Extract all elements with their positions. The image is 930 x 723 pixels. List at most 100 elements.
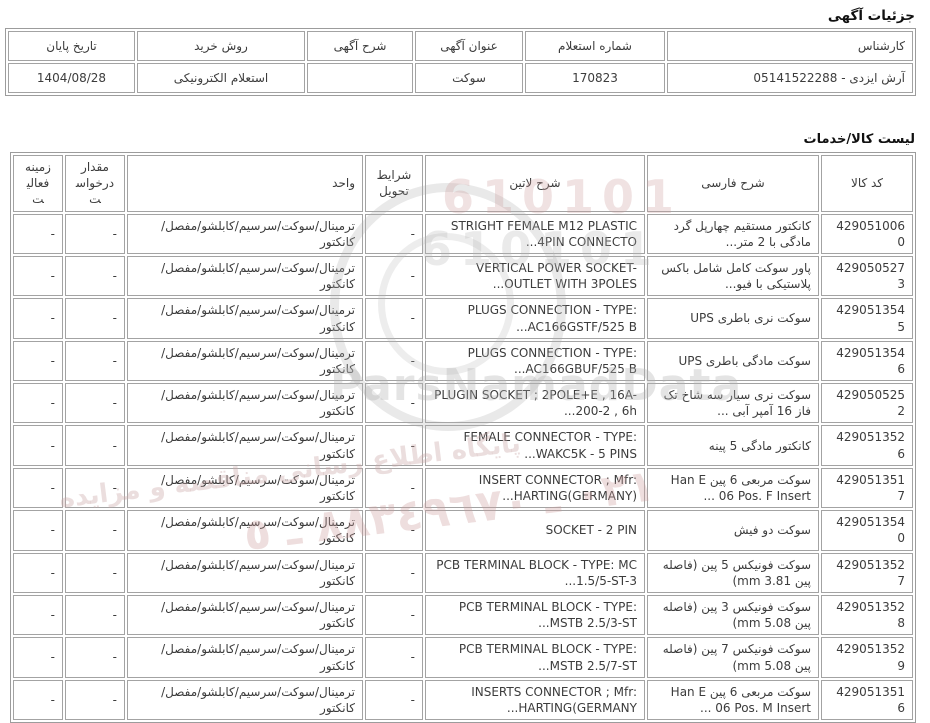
unit-cell: ترمینال/سوکت/سرسیم/کابلشو/مفصل/کانکتور — [127, 383, 363, 424]
table-row: 4290513545 سوکت نری باطری UPS PLUGS CONN… — [13, 298, 913, 339]
item-code-cell: 4290505252 — [821, 383, 913, 424]
activity-field-cell: - — [13, 340, 63, 382]
table-row: 4290513546 سوکت مادگی باطری UPS PLUGS CO… — [13, 340, 913, 382]
delivery-terms-cell: - — [365, 425, 423, 466]
requested-qty-cell: - — [65, 637, 125, 678]
item-code-cell: 4290513526 — [821, 425, 913, 466]
activity-field-cell: - — [13, 467, 63, 509]
page-title: جزئیات آگهی — [827, 8, 915, 24]
item-desc-fa-cell: سوکت مربعی 6 پین Han E 06 Pos. M Insert … — [647, 679, 819, 721]
purchase-method-value: استعلام الکترونیکی — [137, 63, 305, 93]
desc-latin-header: شرح لاتین — [425, 155, 645, 212]
delivery-terms-cell: - — [365, 255, 423, 297]
unit-cell: ترمینال/سوکت/سرسیم/کابلشو/مفصل/کانکتور — [127, 213, 363, 254]
ad-title-header: عنوان آگهی — [415, 31, 523, 61]
table-row: 4290513527 سوکت فونیکس 5 پین (فاصله پین … — [13, 552, 913, 593]
item-code-cell: 4290513546 — [821, 340, 913, 382]
activity-field-cell: - — [13, 298, 63, 339]
ad-details-table: کارشناس شماره استعلام عنوان آگهی شرح آگه… — [5, 28, 916, 96]
items-header-row: کد کالا شرح فارسی شرح لاتین شرایط تحویل … — [13, 155, 913, 212]
requested-qty-header: مقدار درخواست — [65, 155, 125, 212]
item-desc-fa-cell: سوکت مادگی باطری UPS — [647, 340, 819, 382]
delivery-terms-cell: - — [365, 594, 423, 636]
table-row: 4290513517 سوکت مربعی 6 پین Han E 06 Pos… — [13, 467, 913, 509]
unit-cell: ترمینال/سوکت/سرسیم/کابلشو/مفصل/کانکتور — [127, 255, 363, 297]
item-desc-latin-cell: VERTICAL POWER SOCKET-OUTLET WITH 3POLES… — [425, 255, 645, 297]
item-desc-fa-cell: سوکت مربعی 6 پین Han E 06 Pos. F Insert … — [647, 467, 819, 509]
unit-cell: ترمینال/سوکت/سرسیم/کابلشو/مفصل/کانکتور — [127, 510, 363, 551]
item-desc-fa-cell: سوکت نری باطری UPS — [647, 298, 819, 339]
delivery-terms-cell: - — [365, 467, 423, 509]
unit-cell: ترمینال/سوکت/سرسیم/کابلشو/مفصل/کانکتور — [127, 467, 363, 509]
unit-cell: ترمینال/سوکت/سرسیم/کابلشو/مفصل/کانکتور — [127, 679, 363, 721]
item-desc-latin-cell: SOCKET - 2 PIN — [425, 510, 645, 551]
item-desc-fa-cell: کانکتور مادگی 5 پینه — [647, 425, 819, 466]
delivery-terms-cell: - — [365, 552, 423, 593]
end-date-header: تاریخ پایان — [8, 31, 135, 61]
item-desc-fa-cell: سوکت فونیکس 7 پین (فاصله پین 5.08 mm) — [647, 637, 819, 678]
end-date-value: 1404/08/28 — [8, 63, 135, 93]
delivery-terms-cell: - — [365, 298, 423, 339]
requested-qty-cell: - — [65, 383, 125, 424]
activity-field-cell: - — [13, 383, 63, 424]
delivery-terms-cell: - — [365, 510, 423, 551]
item-code-cell: 4290505273 — [821, 255, 913, 297]
requested-qty-cell: - — [65, 213, 125, 254]
activity-field-cell: - — [13, 255, 63, 297]
unit-cell: ترمینال/سوکت/سرسیم/کابلشو/مفصل/کانکتور — [127, 552, 363, 593]
requested-qty-cell: - — [65, 510, 125, 551]
activity-field-cell: - — [13, 510, 63, 551]
delivery-terms-cell: - — [365, 340, 423, 382]
requested-qty-cell: - — [65, 340, 125, 382]
delivery-terms-cell: - — [365, 383, 423, 424]
items-section-title: لیست کالا/خدمات — [803, 132, 915, 147]
requested-qty-cell: - — [65, 425, 125, 466]
table-row: 4290513528 سوکت فونیکس 3 پین (فاصله پین … — [13, 594, 913, 636]
activity-field-cell: - — [13, 679, 63, 721]
item-code-cell: 4290513516 — [821, 679, 913, 721]
item-code-header: کد کالا — [821, 155, 913, 212]
requested-qty-cell: - — [65, 552, 125, 593]
unit-cell: ترمینال/سوکت/سرسیم/کابلشو/مفصل/کانکتور — [127, 594, 363, 636]
item-code-cell: 4290513529 — [821, 637, 913, 678]
table-row: 4290510060 کانکتور مستقیم چهارپل گرد ماد… — [13, 213, 913, 254]
item-desc-latin-cell: PLUGS CONNECTION - TYPE: AC166GBUF/525 B… — [425, 340, 645, 382]
activity-field-cell: - — [13, 637, 63, 678]
item-desc-fa-cell: پاور سوکت کامل شامل باکس پلاستیکی با فیو… — [647, 255, 819, 297]
delivery-terms-header: شرایط تحویل — [365, 155, 423, 212]
item-desc-fa-cell: کانکتور مستقیم چهارپل گرد مادگی با 2 متر… — [647, 213, 819, 254]
delivery-terms-cell: - — [365, 637, 423, 678]
item-desc-latin-cell: PCB TERMINAL BLOCK - TYPE: MSTB 2.5/7-ST… — [425, 637, 645, 678]
delivery-terms-cell: - — [365, 213, 423, 254]
item-desc-latin-cell: INSERT CONNECTOR ; Mfr: HARTING(GERMANY)… — [425, 467, 645, 509]
item-code-cell: 4290513545 — [821, 298, 913, 339]
unit-cell: ترمینال/سوکت/سرسیم/کابلشو/مفصل/کانکتور — [127, 637, 363, 678]
item-code-cell: 4290510060 — [821, 213, 913, 254]
expert-value: آرش ایزدی - 05141522288 — [667, 63, 913, 93]
requested-qty-cell: - — [65, 594, 125, 636]
unit-cell: ترمینال/سوکت/سرسیم/کابلشو/مفصل/کانکتور — [127, 425, 363, 466]
activity-field-cell: - — [13, 552, 63, 593]
activity-field-cell: - — [13, 213, 63, 254]
item-desc-fa-cell: سوکت دو فیش — [647, 510, 819, 551]
inquiry-number-value: 170823 — [525, 63, 665, 93]
item-code-cell: 4290513527 — [821, 552, 913, 593]
item-desc-latin-cell: STRIGHT FEMALE M12 PLASTIC 4PIN CONNECTO… — [425, 213, 645, 254]
item-desc-latin-cell: PCB TERMINAL BLOCK - TYPE: MC 1.5/5-ST-3… — [425, 552, 645, 593]
item-code-cell: 4290513517 — [821, 467, 913, 509]
activity-field-cell: - — [13, 594, 63, 636]
desc-fa-header: شرح فارسی — [647, 155, 819, 212]
items-table: کد کالا شرح فارسی شرح لاتین شرایط تحویل … — [10, 152, 916, 723]
ad-title-value: سوکت — [415, 63, 523, 93]
activity-field-cell: - — [13, 425, 63, 466]
table-row: 4290513529 سوکت فونیکس 7 پین (فاصله پین … — [13, 637, 913, 678]
requested-qty-cell: - — [65, 255, 125, 297]
activity-field-header: زمینه فعالیت — [13, 155, 63, 212]
table-row: 4290513516 سوکت مربعی 6 پین Han E 06 Pos… — [13, 679, 913, 721]
table-row: 4290513540 سوکت دو فیش SOCKET - 2 PIN - … — [13, 510, 913, 551]
item-desc-fa-cell: سوکت فونیکس 3 پین (فاصله پین 5.08 mm) — [647, 594, 819, 636]
item-desc-latin-cell: INSERTS CONNECTOR ; Mfr: HARTING(GERMANY… — [425, 679, 645, 721]
requested-qty-cell: - — [65, 467, 125, 509]
delivery-terms-cell: - — [365, 679, 423, 721]
ad-details-header-row: کارشناس شماره استعلام عنوان آگهی شرح آگه… — [8, 31, 913, 61]
